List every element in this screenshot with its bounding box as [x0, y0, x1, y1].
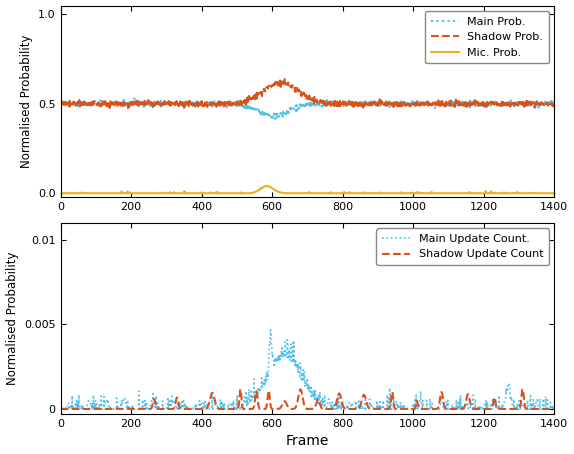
Shadow Prob.	[317, 99, 324, 104]
X-axis label: Frame: Frame	[286, 434, 329, 449]
Main Prob.	[131, 96, 138, 101]
Mic. Prob.	[550, 191, 557, 196]
Main Update Count.	[544, 406, 550, 412]
Shadow Prob.	[550, 101, 557, 106]
Shadow Update Count	[57, 406, 64, 412]
Mic. Prob.	[263, 183, 270, 188]
Y-axis label: Normalised Probability: Normalised Probability	[6, 252, 18, 385]
Line: Mic. Prob.: Mic. Prob.	[61, 186, 554, 193]
Shadow Prob.	[125, 105, 131, 111]
Shadow Update Count	[550, 406, 557, 412]
Shadow Prob.	[286, 82, 293, 88]
Shadow Prob.	[281, 76, 288, 82]
Main Update Count.	[316, 389, 323, 395]
Main Update Count.	[227, 400, 234, 406]
Mic. Prob.	[285, 191, 292, 196]
Shadow Update Count	[544, 406, 550, 412]
Main Prob.	[550, 102, 557, 108]
Mic. Prob.	[544, 191, 550, 196]
Mic. Prob.	[316, 191, 323, 196]
Shadow Update Count	[519, 386, 526, 392]
Legend: Main Update Count., Shadow Update Count: Main Update Count., Shadow Update Count	[377, 228, 549, 265]
Main Update Count.	[177, 406, 184, 412]
Shadow Update Count	[227, 406, 234, 412]
Main Update Count.	[285, 356, 292, 362]
Main Update Count.	[57, 406, 64, 412]
Shadow Prob.	[227, 102, 234, 108]
Shadow Prob.	[544, 100, 551, 105]
Shadow Update Count	[177, 406, 184, 411]
Legend: Main Prob., Shadow Prob., Mic. Prob.: Main Prob., Shadow Prob., Mic. Prob.	[425, 11, 549, 64]
Main Prob.	[177, 102, 184, 108]
Main Prob.	[286, 109, 293, 114]
Main Prob.	[458, 103, 465, 109]
Mic. Prob.	[57, 191, 64, 196]
Main Update Count.	[550, 406, 557, 412]
Line: Main Update Count.: Main Update Count.	[61, 330, 554, 409]
Mic. Prob.	[458, 191, 465, 196]
Main Prob.	[544, 100, 551, 106]
Shadow Prob.	[57, 103, 64, 108]
Main Update Count.	[267, 327, 274, 332]
Shadow Update Count	[285, 405, 292, 410]
Line: Shadow Update Count: Shadow Update Count	[61, 389, 554, 409]
Main Prob.	[57, 100, 64, 106]
Line: Shadow Prob.: Shadow Prob.	[61, 79, 554, 108]
Main Prob.	[227, 101, 234, 106]
Shadow Prob.	[177, 101, 184, 107]
Mic. Prob.	[227, 191, 234, 196]
Mic. Prob.	[177, 191, 184, 196]
Shadow Update Count	[316, 400, 323, 405]
Main Prob.	[272, 116, 278, 122]
Line: Main Prob.: Main Prob.	[61, 99, 554, 119]
Y-axis label: Normalised Probability: Normalised Probability	[20, 35, 33, 168]
Shadow Prob.	[458, 100, 465, 105]
Main Prob.	[317, 101, 324, 106]
Shadow Update Count	[457, 406, 464, 412]
Main Update Count.	[458, 406, 465, 412]
